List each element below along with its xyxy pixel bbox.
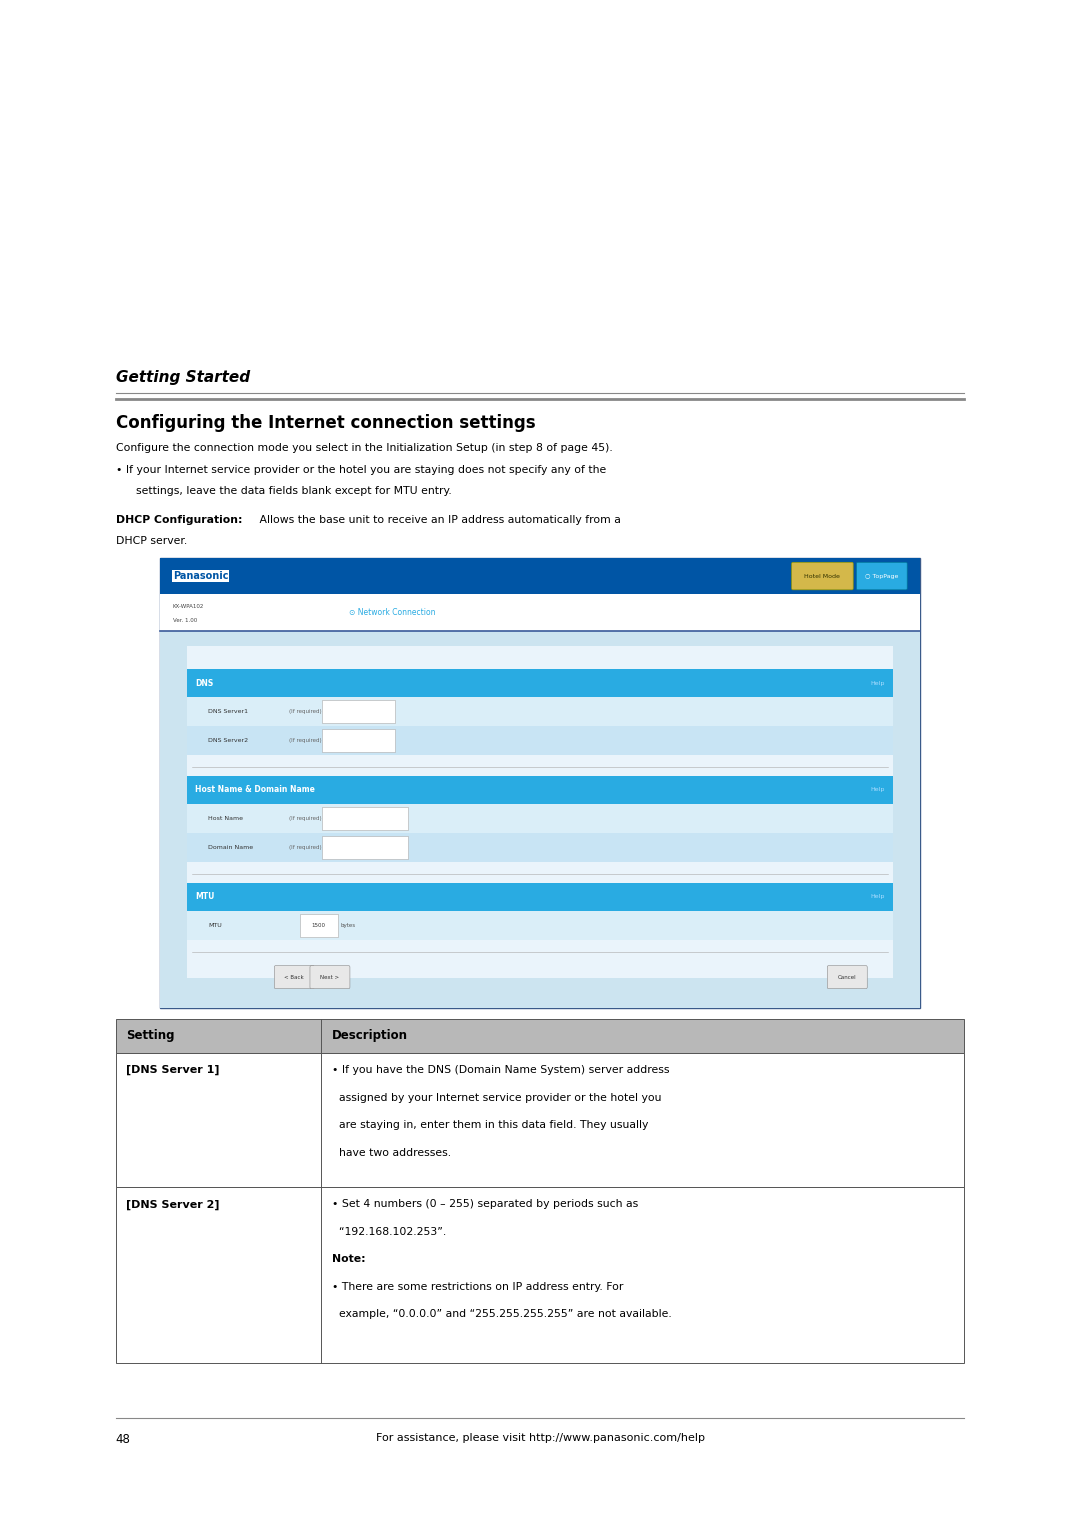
Text: Setting: Setting [126, 1030, 175, 1042]
Text: settings, leave the data fields blank except for MTU entry.: settings, leave the data fields blank ex… [129, 486, 451, 497]
Text: Next >: Next > [321, 975, 339, 979]
FancyBboxPatch shape [274, 966, 314, 989]
Bar [116, 1019, 964, 1053]
Text: DHCP Configuration:: DHCP Configuration: [116, 515, 242, 526]
Bar [187, 776, 893, 804]
Text: Description: Description [332, 1030, 407, 1042]
Text: (If required): (If required) [289, 816, 322, 821]
FancyBboxPatch shape [322, 700, 395, 723]
Bar [160, 558, 920, 594]
Text: (If required): (If required) [289, 845, 322, 850]
Text: Hotel Mode: Hotel Mode [805, 573, 840, 579]
Text: (If required): (If required) [289, 738, 322, 743]
Text: < Back: < Back [284, 975, 305, 979]
Text: Help: Help [870, 787, 885, 793]
Text: assigned by your Internet service provider or the hotel you: assigned by your Internet service provid… [332, 1093, 661, 1103]
Bar [187, 911, 893, 940]
Text: [DNS Server 2]: [DNS Server 2] [126, 1199, 220, 1210]
Text: Allows the base unit to receive an IP address automatically from a: Allows the base unit to receive an IP ad… [256, 515, 621, 526]
Text: DHCP server.: DHCP server. [116, 536, 187, 547]
Text: • If your Internet service provider or the hotel you are staying does not specif: • If your Internet service provider or t… [116, 465, 606, 475]
Text: • There are some restrictions on IP address entry. For: • There are some restrictions on IP addr… [332, 1282, 623, 1293]
Bar [187, 883, 893, 911]
FancyBboxPatch shape [310, 966, 350, 989]
FancyBboxPatch shape [300, 914, 338, 937]
Text: Cancel: Cancel [838, 975, 856, 979]
Text: bytes: bytes [340, 923, 355, 927]
Text: ⊙ Network Connection: ⊙ Network Connection [349, 608, 435, 617]
Bar [116, 1187, 964, 1363]
Text: [DNS Server 1]: [DNS Server 1] [126, 1065, 220, 1076]
Text: are staying in, enter them in this data field. They usually: are staying in, enter them in this data … [332, 1120, 648, 1131]
Text: (If required): (If required) [289, 709, 322, 714]
Text: MTU: MTU [208, 923, 222, 927]
Bar [187, 669, 893, 697]
FancyBboxPatch shape [322, 807, 408, 830]
Bar [187, 726, 893, 755]
Text: Note:: Note: [332, 1254, 365, 1265]
Text: Host Name: Host Name [208, 816, 243, 821]
Bar [187, 646, 893, 978]
Text: DNS Server1: DNS Server1 [208, 709, 248, 714]
Text: Help: Help [870, 680, 885, 686]
FancyBboxPatch shape [856, 562, 907, 590]
Text: For assistance, please visit http://www.panasonic.com/help: For assistance, please visit http://www.… [376, 1433, 704, 1444]
FancyBboxPatch shape [827, 966, 867, 989]
Bar [187, 833, 893, 862]
Text: Configure the connection mode you select in the Initialization Setup (in step 8 : Configure the connection mode you select… [116, 443, 612, 454]
Bar [160, 631, 920, 1008]
Text: 1500: 1500 [312, 923, 325, 927]
Text: DNS: DNS [195, 678, 214, 688]
Text: example, “0.0.0.0” and “255.255.255.255” are not available.: example, “0.0.0.0” and “255.255.255.255”… [332, 1309, 672, 1320]
Bar [116, 1053, 964, 1187]
Text: Domain Name: Domain Name [208, 845, 254, 850]
Text: 48: 48 [116, 1433, 131, 1447]
Text: ○ TopPage: ○ TopPage [865, 573, 899, 579]
Bar [160, 594, 920, 631]
FancyBboxPatch shape [322, 729, 395, 752]
Text: Help: Help [870, 894, 885, 900]
Text: • If you have the DNS (Domain Name System) server address: • If you have the DNS (Domain Name Syste… [332, 1065, 669, 1076]
FancyBboxPatch shape [792, 562, 853, 590]
Bar [187, 697, 893, 726]
Text: Host Name & Domain Name: Host Name & Domain Name [195, 785, 315, 795]
Text: Ver. 1.00: Ver. 1.00 [173, 617, 197, 623]
Bar [187, 804, 893, 833]
Text: MTU: MTU [195, 892, 215, 902]
Text: Panasonic: Panasonic [173, 571, 228, 581]
Bar [160, 558, 920, 1008]
Text: DNS Server2: DNS Server2 [208, 738, 248, 743]
Text: Getting Started: Getting Started [116, 370, 249, 385]
Text: KX-WPA102: KX-WPA102 [173, 604, 204, 610]
Text: “192.168.102.253”.: “192.168.102.253”. [332, 1227, 446, 1238]
FancyBboxPatch shape [322, 836, 408, 859]
Text: have two addresses.: have two addresses. [332, 1148, 450, 1158]
Text: • Set 4 numbers (0 – 255) separated by periods such as: • Set 4 numbers (0 – 255) separated by p… [332, 1199, 638, 1210]
Text: Configuring the Internet connection settings: Configuring the Internet connection sett… [116, 414, 536, 432]
